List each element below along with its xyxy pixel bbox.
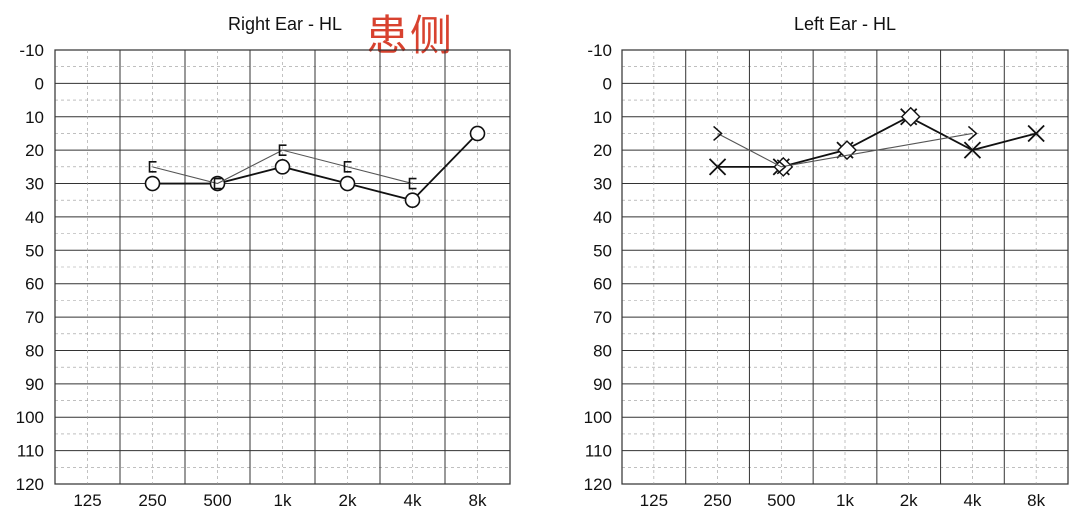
x-tick-label: 2k bbox=[900, 491, 918, 510]
marker-cross bbox=[708, 158, 727, 176]
y-tick-label: 100 bbox=[16, 408, 44, 427]
marker-bracket bbox=[278, 144, 287, 156]
x-tick-label: 2k bbox=[339, 491, 357, 510]
y-tick-label: 100 bbox=[584, 408, 612, 427]
marker-circle bbox=[404, 192, 421, 209]
y-tick-label: 30 bbox=[25, 175, 44, 194]
y-tick-label: 10 bbox=[25, 108, 44, 127]
x-tick-label: 8k bbox=[469, 491, 487, 510]
x-tick-label: 4k bbox=[404, 491, 422, 510]
y-tick-label: 120 bbox=[584, 475, 612, 494]
y-tick-label: 20 bbox=[593, 141, 612, 160]
y-tick-label: 20 bbox=[25, 141, 44, 160]
y-tick-label: 50 bbox=[593, 241, 612, 260]
y-tick-label: -10 bbox=[587, 41, 612, 60]
y-tick-label: 70 bbox=[593, 308, 612, 327]
y-tick-label: 90 bbox=[25, 375, 44, 394]
y-tick-label: 60 bbox=[25, 275, 44, 294]
chart-title: Left Ear - HL bbox=[793, 14, 897, 34]
series-line-chevron-right bbox=[717, 132, 973, 168]
x-tick-label: 125 bbox=[73, 491, 101, 510]
x-tick-label: 500 bbox=[767, 491, 795, 510]
marker-bracket bbox=[148, 161, 157, 173]
marker-diamond bbox=[900, 106, 921, 127]
series-line-bracket-left bbox=[152, 149, 413, 185]
marker-cross bbox=[963, 141, 982, 159]
y-tick-label: 40 bbox=[25, 208, 44, 227]
y-tick-label: 0 bbox=[35, 74, 44, 93]
y-tick-label: 110 bbox=[17, 442, 44, 461]
y-tick-label: 90 bbox=[593, 375, 612, 394]
marker-bracket bbox=[213, 177, 222, 190]
y-tick-label: 70 bbox=[25, 308, 44, 327]
y-tick-label: 50 bbox=[25, 241, 44, 260]
marker-cross bbox=[1027, 124, 1045, 143]
x-tick-label: 250 bbox=[703, 491, 731, 510]
x-tick-label: 250 bbox=[138, 491, 166, 510]
y-tick-label: 120 bbox=[16, 475, 44, 494]
x-tick-label: 4k bbox=[963, 491, 981, 510]
x-tick-label: 1k bbox=[274, 491, 292, 510]
y-tick-label: 10 bbox=[593, 108, 612, 127]
marker-chevron bbox=[713, 125, 723, 142]
x-tick-label: 500 bbox=[203, 491, 231, 510]
y-tick-label: 0 bbox=[603, 74, 612, 93]
y-tick-label: 60 bbox=[593, 275, 612, 294]
y-tick-label: 80 bbox=[25, 341, 44, 360]
y-tick-label: -10 bbox=[19, 41, 44, 60]
x-tick-label: 8k bbox=[1027, 491, 1045, 510]
marker-diamond bbox=[837, 140, 857, 161]
marker-circle bbox=[469, 125, 486, 142]
series-line-circle bbox=[152, 132, 479, 202]
left-ear-plot: -10 0 10 20 30 40 50 60 70 80 90 100 110 120 125 250 500… bbox=[584, 41, 1069, 510]
marker-circle bbox=[144, 175, 161, 192]
marker-chevron bbox=[967, 125, 978, 142]
right-ear-plot: -10 0 10 20 30 40 50 60 70 80 90 100 110 120 125 250 500… bbox=[16, 41, 511, 510]
marker-bracket bbox=[343, 161, 352, 173]
marker-chevron bbox=[776, 159, 787, 175]
left-ear-audiogram: Left Ear - HL -10 0 10 20 30 40 50 60 70 80 90 100 1… bbox=[560, 0, 1080, 516]
y-tick-label: 30 bbox=[593, 175, 612, 194]
y-tick-label: 110 bbox=[585, 442, 612, 461]
marker-bracket bbox=[408, 177, 417, 190]
x-tick-label: 1k bbox=[836, 491, 854, 510]
marker-circle bbox=[339, 175, 356, 192]
y-tick-label: 40 bbox=[593, 208, 612, 227]
right-ear-audiogram: Right Ear - HL 患侧 -10 0 10 20 30 40 50 60 70 80 90… bbox=[16, 11, 511, 510]
marker-circle bbox=[274, 159, 291, 175]
x-tick-label: 125 bbox=[640, 491, 668, 510]
y-tick-label: 80 bbox=[593, 341, 612, 360]
chart-title: Right Ear - HL bbox=[227, 14, 343, 34]
